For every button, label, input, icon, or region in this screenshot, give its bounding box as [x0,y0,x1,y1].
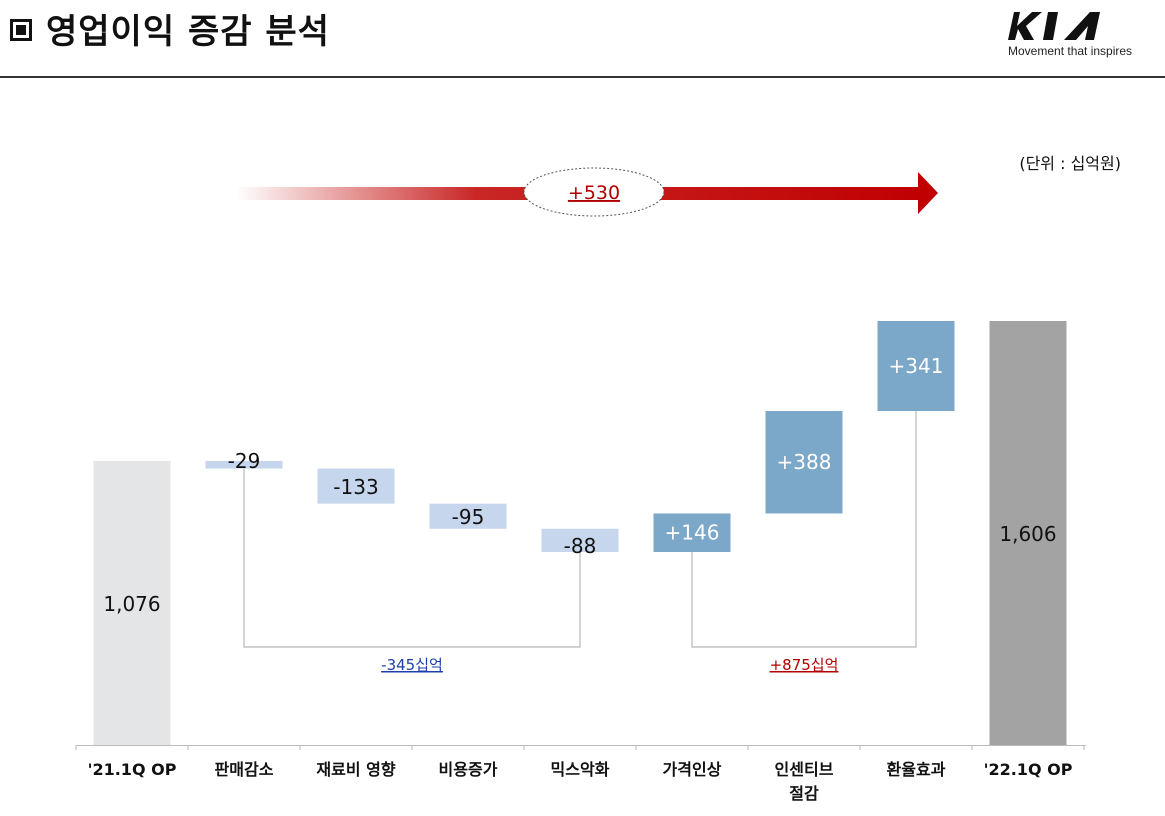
data-label-0: 1,076 [103,592,160,616]
bar-3 [429,503,507,529]
data-label-5: +146 [665,521,720,545]
unit-label: (단위 : 십억원) [1019,154,1121,173]
category-label-2: 재료비 영향 [316,760,395,779]
title-square-icon [10,19,32,41]
category-label-4: 믹스악화 [551,760,610,779]
category-label-5: 가격인상 [663,760,722,779]
group-label-0: -345십억 [381,656,443,674]
group-bracket-0 [243,468,581,648]
logo-tagline: Movement that inspires [1008,44,1133,58]
bar-5 [653,513,731,553]
data-label-7: +341 [889,354,944,378]
data-label-3: -95 [452,505,485,529]
bar-8 [989,321,1067,745]
bar-7 [877,321,955,412]
bar-4 [541,528,619,553]
page-title: 영업이익 증감 분석 [46,12,330,52]
data-label-2: -133 [333,475,378,499]
category-label-3: 비용증가 [439,760,498,779]
data-label-8: 1,606 [999,522,1056,546]
total-change-ellipse [523,167,665,217]
bar-2 [317,468,395,504]
total-change-label: +530 [568,182,620,204]
category-label-7: 환율효과 [887,760,946,779]
kia-logo [1000,6,1150,62]
bar-6 [765,411,843,514]
category-label-6-line-1: 절감 [789,784,819,803]
data-label-1: -29 [228,449,261,473]
header: 영업이익 증감 분석 Movement that inspires [0,0,1165,78]
category-label-1: 판매감소 [215,760,274,779]
bar-0 [93,460,171,745]
total-change-arrow-head [918,172,938,214]
category-label-0: '21.1Q OP [88,760,177,779]
category-label-6: 인센티브 [775,760,834,779]
kia-logo-icon [1008,12,1100,40]
data-label-6: +388 [777,450,832,474]
title-divider [0,76,1165,78]
group-bracket-1 [691,411,917,648]
bar-1 [205,460,283,469]
data-label-4: -88 [564,534,597,558]
category-label-8: '22.1Q OP [984,760,1073,779]
group-label-1: +875십억 [770,656,839,674]
